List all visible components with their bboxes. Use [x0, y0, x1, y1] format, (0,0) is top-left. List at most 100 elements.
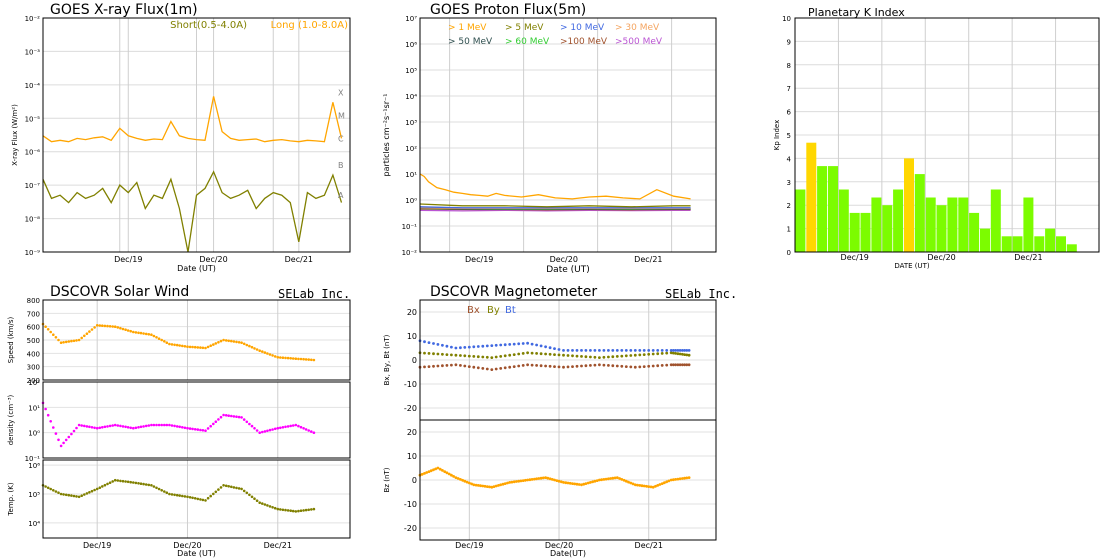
mag-point-0-2 [580, 349, 583, 352]
sw-point-0 [103, 324, 107, 328]
sw-point-0 [157, 337, 161, 340]
mag-point-1-0 [667, 479, 671, 483]
sw-point-1 [46, 413, 50, 417]
sw-point-1 [62, 441, 65, 445]
mag-point-0-0 [427, 365, 431, 368]
mag-point-0-1 [432, 352, 435, 356]
mag-point-0-2 [656, 349, 660, 352]
mag-point-0-2 [651, 349, 655, 352]
sw-point-2 [193, 497, 197, 500]
proton-series-7 [419, 209, 691, 212]
proton-legend-entry: >500 MeV [615, 37, 663, 47]
kp-bar-13 [936, 205, 947, 252]
sw-point-2 [90, 489, 94, 493]
kp-bar-24 [1056, 236, 1066, 252]
sw-point-2 [266, 504, 269, 507]
sw-point-2 [222, 484, 225, 487]
mag-point-1-0 [663, 481, 666, 485]
kp-xtick-label: Dec/19 [841, 253, 869, 262]
sw-point-0 [75, 339, 78, 342]
mag-point-0-2 [512, 342, 516, 346]
mag-point-1-0 [665, 480, 669, 484]
mag-point-0-2 [548, 346, 552, 350]
sw-plot-frame-1 [42, 381, 351, 459]
mag-point-0-1 [656, 352, 660, 356]
mag-point-1-0 [501, 482, 505, 486]
sw-point-2 [150, 484, 153, 487]
mag-point-0-1 [481, 355, 485, 359]
sw-point-1 [132, 426, 135, 430]
mag-point-0-2 [611, 349, 615, 352]
kp-plot-frame [794, 17, 1100, 253]
mag-point-0-0 [432, 364, 435, 368]
kp-bar-5 [849, 212, 860, 252]
sw-point-1 [183, 426, 187, 430]
solarwind-title: DSCOVR Solar Wind [50, 284, 190, 300]
mag-point-0-0 [638, 365, 642, 369]
mag-point-1-0 [539, 476, 543, 480]
mag-point-0-1 [678, 352, 682, 356]
mag-point-0-0 [463, 364, 467, 368]
sw-point-0 [263, 351, 267, 354]
kp-ytick-label: 5 [787, 132, 791, 140]
mag-xtick-label: Dec/19 [455, 541, 483, 550]
kp-bar-7 [871, 197, 882, 252]
kp-bar-19 [1001, 236, 1012, 252]
sw-point-0 [281, 356, 285, 359]
mag-point-0-1 [544, 352, 547, 356]
mag-point-0-2 [427, 341, 431, 344]
kp-bar-1 [806, 142, 817, 252]
sw-point-1 [88, 425, 91, 429]
mag-point-1-0 [467, 481, 471, 485]
sw-point-0 [201, 346, 205, 350]
mag-point-0-0 [665, 363, 669, 367]
sw-point-2 [253, 497, 256, 500]
sw-point-1 [307, 429, 311, 432]
proton-series-0 [419, 173, 691, 200]
sw-point-2 [155, 486, 158, 490]
sw-point-1 [302, 427, 305, 430]
sw-point-0 [124, 328, 127, 331]
mag-point-0-0 [683, 363, 686, 367]
mag-point-0-0 [580, 364, 583, 368]
sw-point-0 [83, 334, 86, 338]
sw-ytick-label: 10¹ [28, 404, 40, 412]
mag-point-0-0 [575, 364, 579, 368]
sw-ytick-label: 700 [27, 310, 40, 318]
sw-point-1 [77, 423, 81, 427]
mag-point-0-0 [589, 364, 592, 367]
kp-xtick-label: Dec/21 [1014, 253, 1042, 262]
sw-point-1 [250, 424, 254, 428]
mag-point-0-2 [441, 343, 444, 347]
sw-point-2 [139, 482, 143, 485]
sw-point-0 [181, 344, 184, 348]
mag-point-1-0 [555, 479, 559, 482]
sw-point-1 [129, 426, 132, 430]
mag-ytick-label: 0 [412, 476, 417, 485]
sw-point-2 [219, 486, 223, 489]
mag-plot-frame-1 [419, 419, 717, 541]
xray-plot-frame [42, 17, 351, 253]
mag-point-0-2 [463, 346, 467, 349]
mag-point-0-1 [508, 353, 512, 357]
mag-point-1-0 [627, 480, 630, 484]
sw-point-1 [217, 418, 220, 421]
mag-point-1-0 [609, 477, 612, 480]
mag-point-0-2 [450, 345, 453, 349]
mag-point-0-2 [432, 342, 435, 345]
sw-point-1 [188, 427, 192, 430]
mag-point-1-0 [582, 482, 586, 486]
sw-point-0 [129, 329, 132, 333]
mag-point-0-2 [607, 349, 610, 352]
sw-point-2 [168, 492, 171, 496]
sw-point-2 [245, 491, 249, 495]
mag-point-0-1 [423, 351, 426, 355]
mag-point-0-0 [593, 363, 597, 367]
mag-point-1-0 [645, 484, 648, 488]
mag-point-1-0 [517, 479, 521, 483]
mag-point-1-0 [461, 478, 464, 482]
sw-point-2 [46, 486, 50, 490]
mag-point-0-0 [624, 365, 628, 368]
sw-point-1 [163, 423, 166, 427]
sw-point-1 [93, 426, 96, 430]
